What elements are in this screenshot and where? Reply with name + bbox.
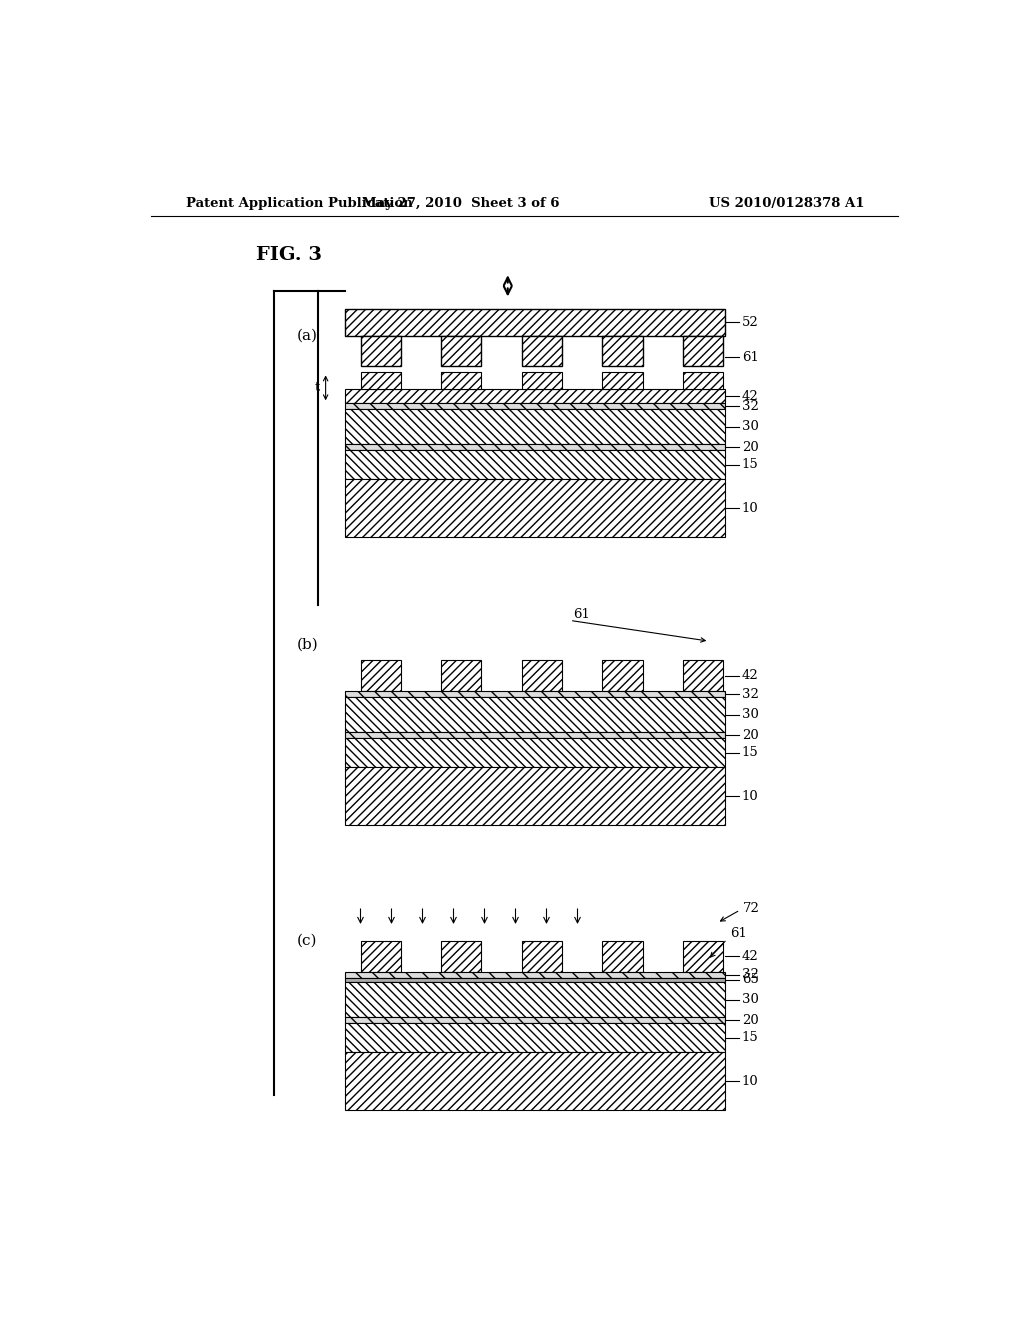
Bar [345,450,725,479]
Bar [521,941,562,972]
Bar [345,767,725,825]
Text: (a): (a) [297,329,317,342]
Text: 20: 20 [741,441,759,454]
Bar [683,335,723,366]
Text: 52: 52 [741,315,759,329]
Text: US 2010/0128378 A1: US 2010/0128378 A1 [709,197,864,210]
Bar [441,660,481,692]
Text: 42: 42 [741,389,759,403]
Bar [683,660,723,692]
Bar [521,660,562,692]
Bar [345,978,725,982]
Text: 42: 42 [741,949,759,962]
Bar [345,733,725,738]
Bar [345,444,725,450]
Bar [360,660,400,692]
Bar [345,697,725,733]
Text: 10: 10 [741,502,759,515]
Text: 61: 61 [573,607,591,620]
Bar [521,372,562,389]
Bar [345,972,725,978]
Bar [345,404,725,409]
Text: 20: 20 [741,1014,759,1027]
Bar [441,335,481,366]
Text: 20: 20 [741,729,759,742]
Bar [360,941,400,972]
Text: (b): (b) [297,638,318,652]
Text: (c): (c) [297,933,317,948]
Bar [345,738,725,767]
Bar [345,982,725,1016]
Text: 10: 10 [741,1074,759,1088]
Text: 10: 10 [741,789,759,803]
Bar [345,1016,725,1023]
Text: 15: 15 [741,458,759,471]
Bar [345,692,725,697]
Bar [521,335,562,366]
Bar [441,941,481,972]
Text: 42: 42 [741,669,759,682]
Text: May 27, 2010  Sheet 3 of 6: May 27, 2010 Sheet 3 of 6 [362,197,560,210]
Text: 15: 15 [741,746,759,759]
Text: 32: 32 [741,400,759,413]
Bar [602,660,643,692]
Bar [345,479,725,537]
Text: 30: 30 [741,993,759,1006]
Bar [360,372,400,389]
Bar [441,372,481,389]
Bar [602,335,643,366]
Bar [345,309,725,335]
Text: 32: 32 [741,688,759,701]
Bar [345,409,725,444]
Text: 30: 30 [741,709,759,721]
Bar [345,1023,725,1052]
Bar [360,335,400,366]
Text: 61: 61 [741,351,759,363]
Bar [683,941,723,972]
Text: 61: 61 [730,927,748,940]
Text: 15: 15 [741,1031,759,1044]
Text: 30: 30 [741,420,759,433]
Bar [602,372,643,389]
Bar [683,372,723,389]
Bar [345,1052,725,1110]
Text: 32: 32 [741,968,759,981]
Bar [345,389,725,404]
Text: 65: 65 [741,973,759,986]
Text: FIG. 3: FIG. 3 [256,246,322,264]
Text: t: t [314,381,321,395]
Bar [602,941,643,972]
Text: 72: 72 [743,902,760,915]
Text: Patent Application Publication: Patent Application Publication [186,197,413,210]
